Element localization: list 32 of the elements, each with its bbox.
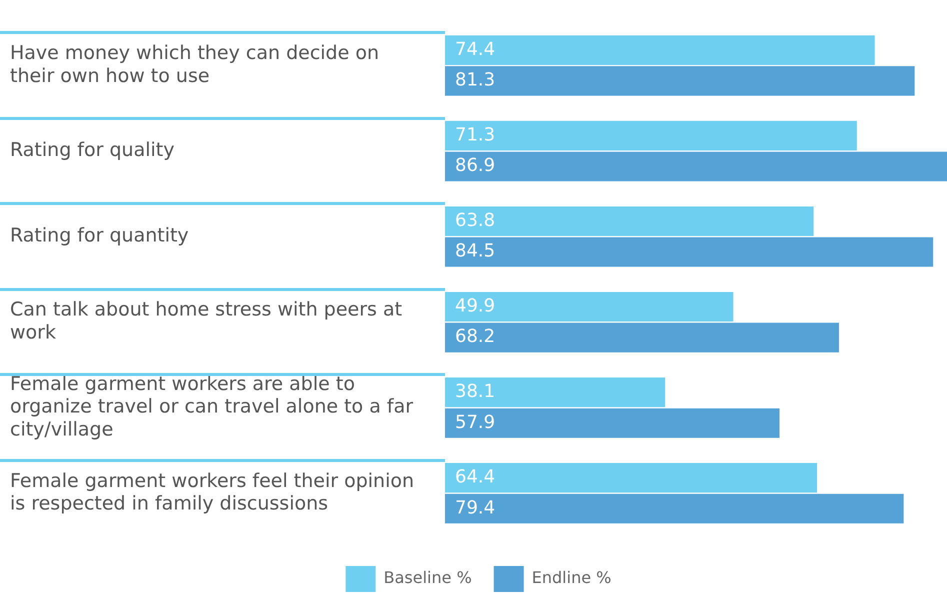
data-label: 64.4: [455, 466, 496, 488]
data-label: 79.4: [455, 497, 496, 518]
bar: [445, 120, 857, 150]
legend-label: Baseline %: [384, 568, 472, 588]
legend-label: Endline %: [532, 568, 612, 588]
y-tick-label: Rating for quantity: [10, 224, 189, 247]
y-tick-label: Have money which they can decide on their own how to use: [10, 42, 380, 87]
data-label: 86.9: [455, 155, 496, 176]
bar: [445, 292, 734, 322]
bar: [445, 66, 915, 96]
bar: [445, 494, 904, 524]
data-label: 71.3: [455, 124, 496, 146]
y-tick-label: Female garment workers are able to organize travel or can travel alone to a far city/village: [10, 372, 414, 440]
bar: [445, 322, 839, 352]
y-tick-label: Rating for quality: [10, 139, 174, 162]
bar: [445, 35, 875, 65]
data-label: 81.3: [455, 70, 496, 91]
data-label: 84.5: [455, 240, 496, 262]
bar: [445, 237, 934, 267]
y-tick-label: Can talk about home stress with peers at work: [10, 298, 402, 344]
data-label: 68.2: [455, 326, 496, 348]
data-label: 57.9: [455, 412, 496, 433]
bar: [445, 408, 780, 438]
data-label: 38.1: [455, 380, 496, 402]
data-label: 74.4: [455, 38, 496, 60]
bar: [445, 152, 947, 182]
data-label: 49.9: [455, 295, 496, 316]
bar: [445, 463, 818, 493]
bar: [445, 378, 666, 408]
bar: [445, 206, 814, 236]
data-label: 63.8: [455, 210, 496, 231]
y-tick-label: Female garment workers feel their opinion is respected in family discussions: [10, 470, 414, 515]
